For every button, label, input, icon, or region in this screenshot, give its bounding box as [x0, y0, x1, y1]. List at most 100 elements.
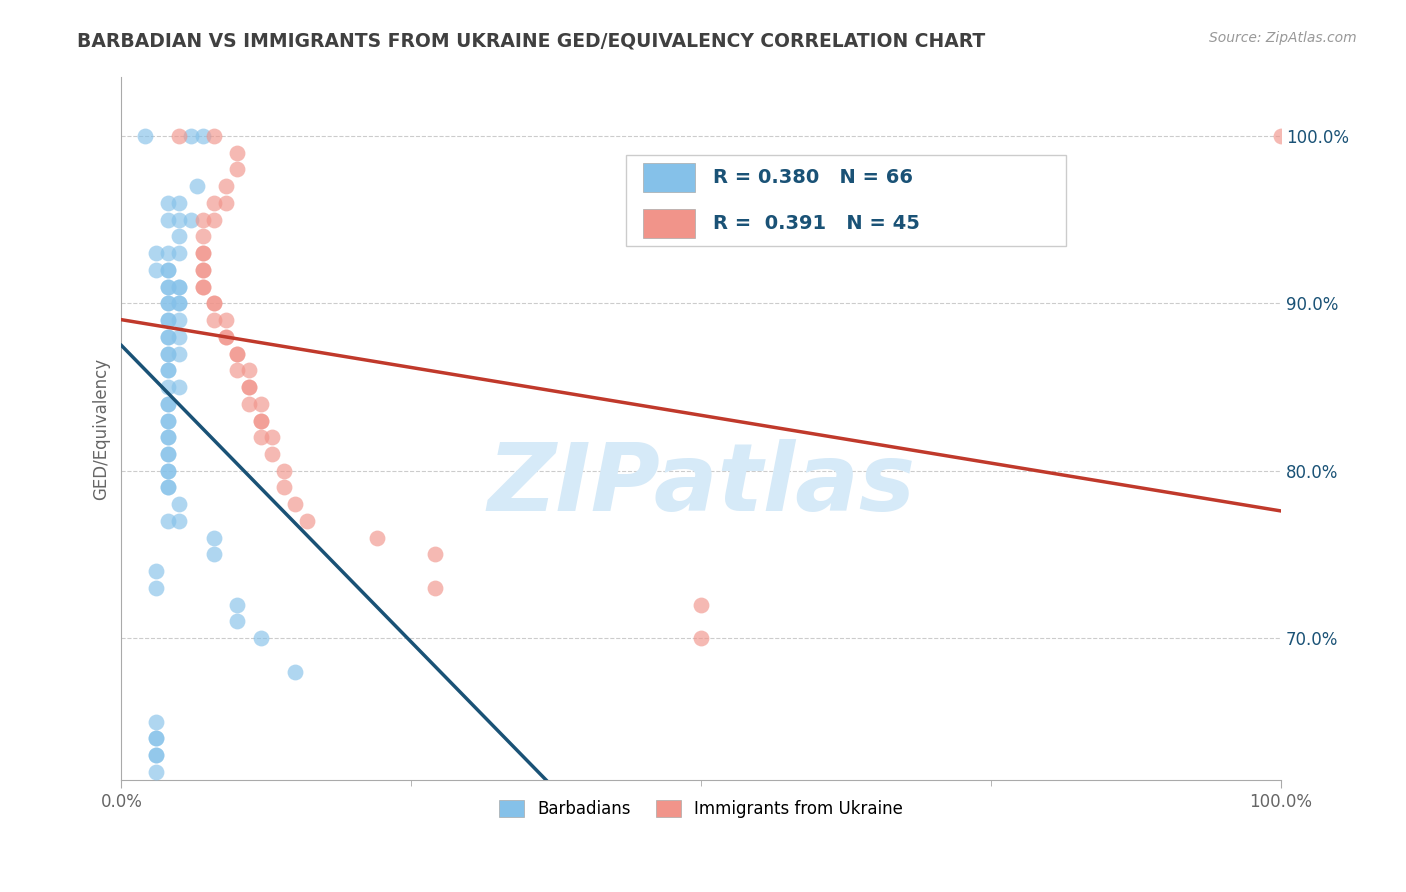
Point — [145, 731, 167, 746]
FancyBboxPatch shape — [643, 163, 696, 193]
Point — [690, 598, 713, 612]
Point — [156, 263, 179, 277]
Point — [238, 380, 260, 394]
Point — [215, 196, 238, 211]
Y-axis label: GED/Equivalency: GED/Equivalency — [93, 358, 110, 500]
Text: ZIPatlas: ZIPatlas — [486, 439, 915, 531]
Legend: Barbadians, Immigrants from Ukraine: Barbadians, Immigrants from Ukraine — [492, 793, 910, 825]
Point — [156, 464, 179, 478]
Point — [156, 279, 179, 293]
Point — [273, 464, 295, 478]
Point — [169, 514, 191, 528]
Point — [186, 179, 208, 194]
Point — [156, 380, 179, 394]
Text: BARBADIAN VS IMMIGRANTS FROM UKRAINE GED/EQUIVALENCY CORRELATION CHART: BARBADIAN VS IMMIGRANTS FROM UKRAINE GED… — [77, 31, 986, 50]
Point — [690, 631, 713, 645]
Point — [226, 363, 249, 377]
Point — [180, 212, 202, 227]
Point — [423, 581, 446, 595]
Point — [423, 548, 446, 562]
Point — [226, 598, 249, 612]
Point — [156, 514, 179, 528]
Point — [145, 731, 167, 746]
Point — [191, 128, 214, 143]
Point — [215, 330, 238, 344]
Point — [156, 246, 179, 260]
Point — [169, 330, 191, 344]
Point — [156, 346, 179, 360]
Point — [169, 212, 191, 227]
Point — [191, 279, 214, 293]
Point — [202, 313, 225, 327]
Point — [156, 430, 179, 444]
Point — [156, 430, 179, 444]
Point — [226, 615, 249, 629]
Point — [284, 497, 307, 511]
Point — [191, 279, 214, 293]
Point — [156, 413, 179, 427]
Point — [156, 397, 179, 411]
Point — [145, 748, 167, 763]
Point — [156, 296, 179, 310]
Text: Source: ZipAtlas.com: Source: ZipAtlas.com — [1209, 31, 1357, 45]
Point — [169, 279, 191, 293]
Point — [145, 246, 167, 260]
Point — [156, 363, 179, 377]
Point — [191, 263, 214, 277]
Point — [202, 128, 225, 143]
Point — [226, 346, 249, 360]
Text: R =  0.391   N = 45: R = 0.391 N = 45 — [713, 214, 920, 233]
Point — [156, 464, 179, 478]
Point — [169, 246, 191, 260]
Point — [169, 196, 191, 211]
Point — [156, 413, 179, 427]
Point — [191, 246, 214, 260]
Point — [156, 397, 179, 411]
Point — [191, 212, 214, 227]
FancyBboxPatch shape — [626, 154, 1066, 246]
Point — [238, 380, 260, 394]
Point — [284, 665, 307, 679]
FancyBboxPatch shape — [643, 209, 696, 238]
Point — [169, 279, 191, 293]
Point — [238, 363, 260, 377]
Point — [191, 246, 214, 260]
Point — [134, 128, 156, 143]
Point — [156, 296, 179, 310]
Point — [145, 714, 167, 729]
Point — [249, 413, 271, 427]
Point — [169, 497, 191, 511]
Point — [156, 447, 179, 461]
Point — [169, 313, 191, 327]
Point — [1270, 128, 1292, 143]
Point — [215, 313, 238, 327]
Point — [202, 548, 225, 562]
Point — [226, 346, 249, 360]
Point — [156, 363, 179, 377]
Point — [145, 581, 167, 595]
Point — [191, 263, 214, 277]
Point — [145, 263, 167, 277]
Point — [366, 531, 388, 545]
Point — [249, 631, 271, 645]
Point — [156, 330, 179, 344]
Point — [169, 346, 191, 360]
Point — [262, 430, 284, 444]
Point — [169, 128, 191, 143]
Point — [262, 447, 284, 461]
Point — [226, 162, 249, 177]
Point — [156, 212, 179, 227]
Point — [202, 212, 225, 227]
Point — [169, 229, 191, 244]
Point — [156, 480, 179, 494]
Point — [202, 296, 225, 310]
Point — [156, 330, 179, 344]
Point — [145, 564, 167, 578]
Point — [249, 397, 271, 411]
Point — [215, 179, 238, 194]
Point — [156, 346, 179, 360]
Text: R = 0.380   N = 66: R = 0.380 N = 66 — [713, 168, 912, 187]
Point — [202, 531, 225, 545]
Point — [226, 145, 249, 160]
Point — [156, 313, 179, 327]
